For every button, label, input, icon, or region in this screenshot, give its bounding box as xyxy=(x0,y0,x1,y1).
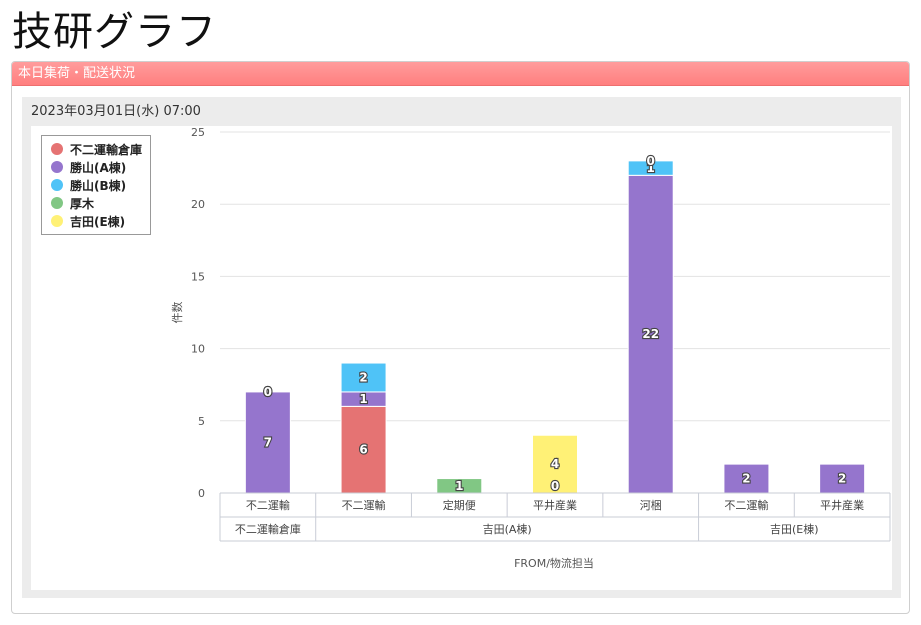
chart-legend: 不二運輸倉庫 勝山(A棟) 勝山(B棟) 厚木吉田(E棟) xyxy=(41,135,151,235)
x-tick-label: 不二運輸 xyxy=(342,498,386,512)
data-label: 2 xyxy=(742,472,750,486)
data-label: 0 xyxy=(264,385,272,399)
app-title: 技研グラフ xyxy=(12,9,217,55)
y-tick-label: 15 xyxy=(191,270,205,283)
x-tick-label: 平井産業 xyxy=(820,498,864,512)
x-axis-label: FROM/物流担当 xyxy=(514,556,594,570)
x-group-label: 吉田(E棟) xyxy=(770,522,819,536)
timestamp-label: 2023年03月01日(水) 07:00 xyxy=(31,104,201,119)
x-group-label: 不二運輸倉庫 xyxy=(235,522,301,536)
bar-segment xyxy=(819,463,866,494)
bar-segment xyxy=(340,362,387,393)
legend-swatch xyxy=(51,197,63,209)
legend-label: 吉田(E棟) xyxy=(70,214,126,229)
y-tick-label: 5 xyxy=(198,415,205,428)
y-axis-label: 件数 xyxy=(171,302,184,324)
legend-swatch xyxy=(51,161,63,173)
y-tick-label: 25 xyxy=(191,126,205,139)
y-tick-label: 0 xyxy=(198,487,205,500)
data-label: 0 xyxy=(551,479,559,493)
legend-label: 勝山(B棟) xyxy=(70,178,127,193)
x-tick-label: 平井産業 xyxy=(533,498,577,512)
chart-container: 2023年03月01日(水) 07:00 0 5 10 15 20 25 件数 7 0 0 6 1 2 1… xyxy=(22,97,901,598)
bar-segment xyxy=(627,174,674,494)
data-label: 0 xyxy=(264,385,272,399)
x-tick-label: 不二運輸 xyxy=(724,498,768,512)
legend-item[interactable]: 勝山(B棟) xyxy=(51,176,150,194)
chart-area: 0 5 10 15 20 25 件数 7 0 0 6 1 2 1 4 22 1 0 2 2 0 不二運輸 不二運輸 定期便 平井… xyxy=(31,126,892,590)
y-tick-label: 10 xyxy=(191,343,205,356)
status-panel: 本日集荷・配送状況 2023年03月01日(水) 07:00 0 5 10 15 20 2… xyxy=(11,61,910,614)
legend-label: 不二運輸倉庫 xyxy=(70,142,143,157)
data-label: 0 xyxy=(647,154,655,168)
legend-swatch xyxy=(51,215,63,227)
y-tick-label: 20 xyxy=(191,198,205,211)
data-label: 1 xyxy=(455,479,463,493)
data-label: 22 xyxy=(642,327,659,341)
legend-item[interactable]: 勝山(A棟) xyxy=(51,158,150,176)
data-label: 2 xyxy=(359,370,367,384)
bar-segment xyxy=(627,160,674,176)
panel-title: 本日集荷・配送状況 xyxy=(12,62,909,86)
legend-item[interactable]: 厚木 xyxy=(51,194,150,212)
x-tick-label: 河梱 xyxy=(640,498,662,512)
data-label: 6 xyxy=(359,443,367,457)
legend-swatch xyxy=(51,179,63,191)
x-tick-label: 不二運輸 xyxy=(246,498,290,512)
x-tick-label: 定期便 xyxy=(443,498,476,512)
legend-item[interactable]: 吉田(E棟) xyxy=(51,212,150,230)
x-group-label: 吉田(A棟) xyxy=(483,522,532,536)
bar-segment xyxy=(723,463,770,494)
legend-swatch xyxy=(51,143,63,155)
data-label: 1 xyxy=(359,392,367,406)
data-label: 4 xyxy=(551,457,559,471)
legend-label: 厚木 xyxy=(70,196,95,211)
data-label: 1 xyxy=(647,161,655,175)
legend-label: 勝山(A棟) xyxy=(70,160,127,175)
data-label: 7 xyxy=(264,435,272,449)
bar-segment xyxy=(244,391,291,494)
legend-item[interactable]: 不二運輸倉庫 xyxy=(51,140,150,158)
data-label: 2 xyxy=(838,472,846,486)
